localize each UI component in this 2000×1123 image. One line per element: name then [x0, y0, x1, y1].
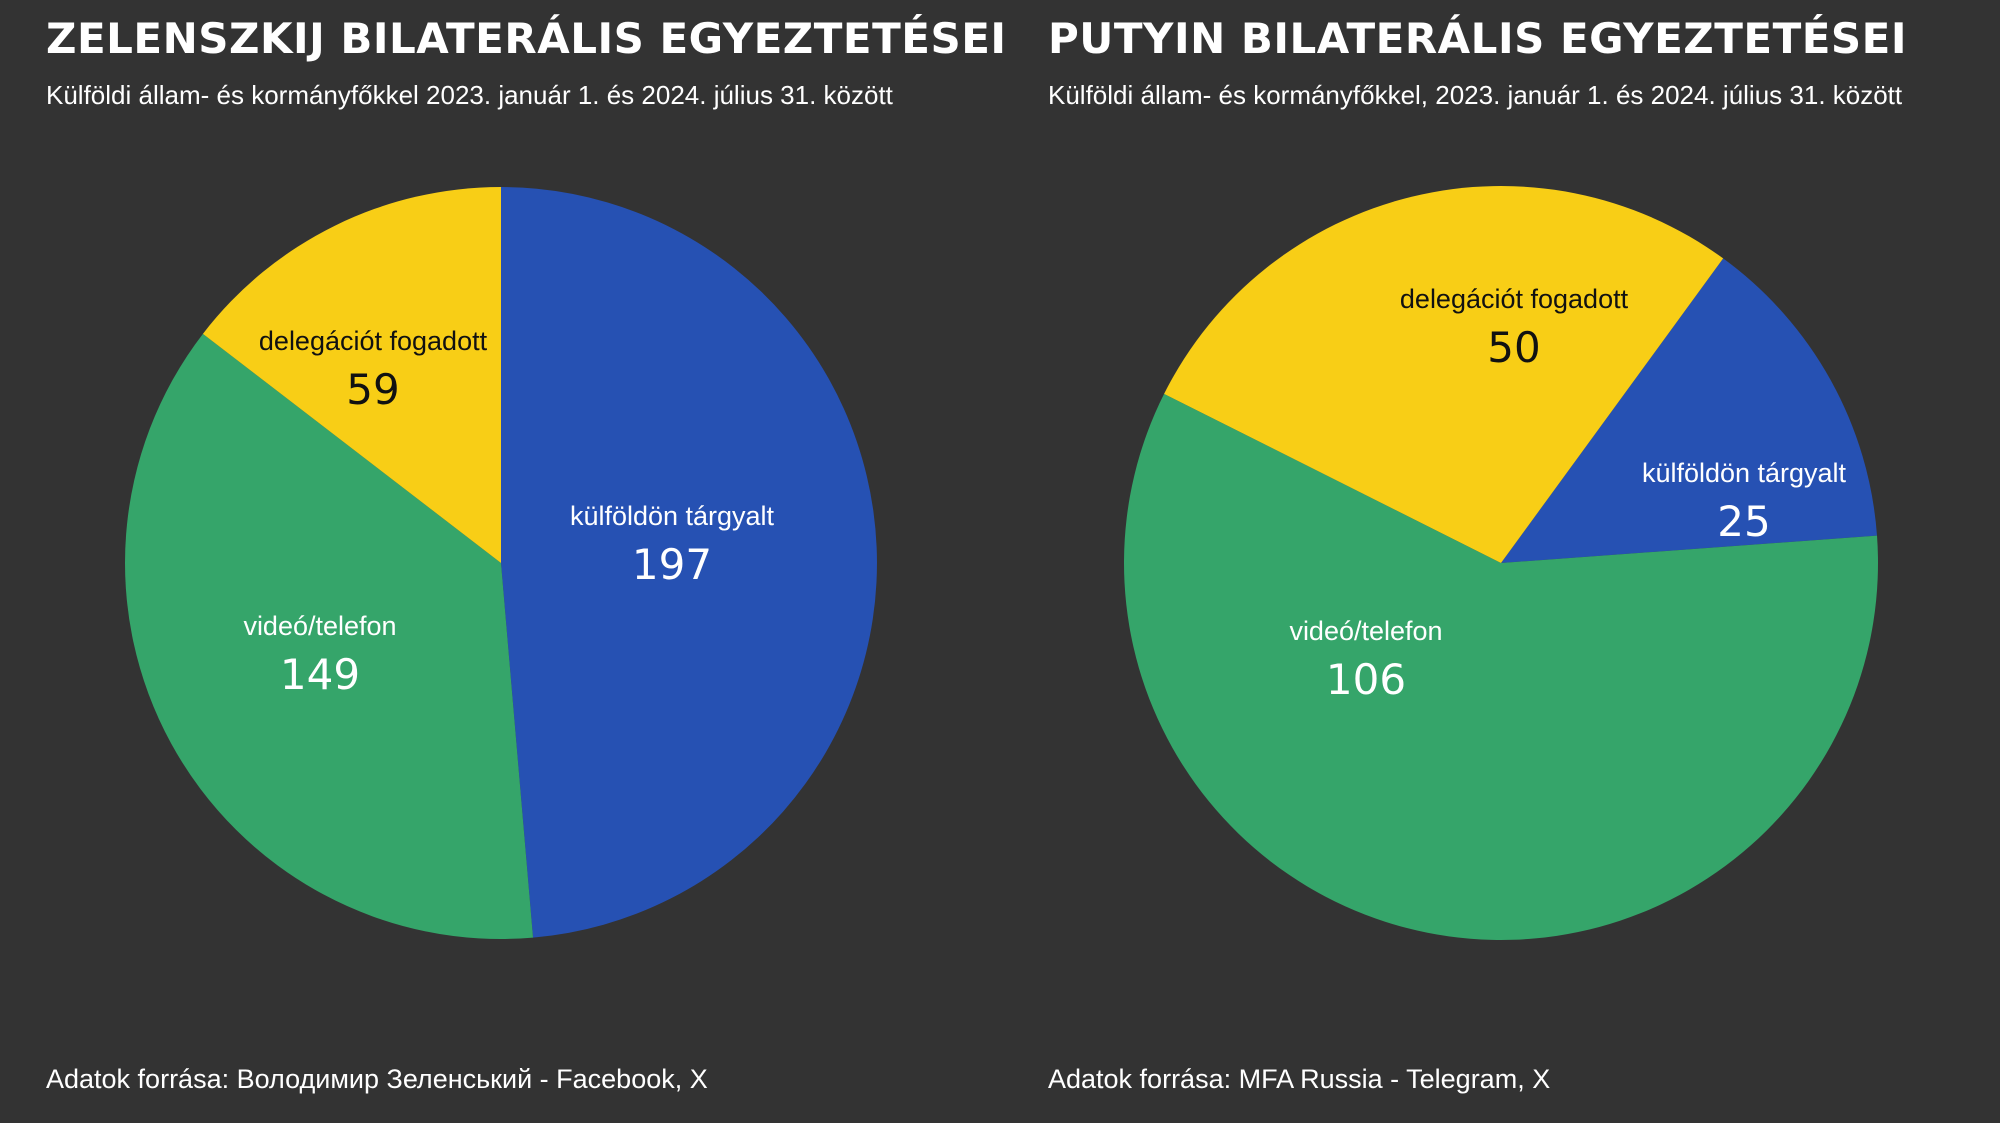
slice-value-kulfoldon-targyalt: 25 [1717, 497, 1770, 546]
slice-label-video-telefon: videó/telefon [1289, 616, 1442, 646]
pie-slice-video-telefon [1123, 393, 1878, 941]
putin-pie-chart: külföldön tárgyalt 25 videó/telefon 106 dele… [1123, 185, 1878, 941]
slice-value-delegaciot-fogadott: 59 [346, 365, 399, 414]
chart-title: PUTYIN BILATERÁLIS EGYEZTETÉSEI [1048, 14, 1907, 63]
pie-slice-delegaciot-fogadott [202, 187, 502, 563]
slice-value-video-telefon: 149 [280, 650, 360, 699]
putin-chart-panel: PUTYIN BILATERÁLIS EGYEZTETÉSEI Külföldi… [1000, 0, 2000, 1123]
pie-slice-delegaciot-fogadott [1164, 185, 1724, 563]
zelensky-chart-panel: ZELENSZKIJ BILATERÁLIS EGYEZTETÉSEI Külf… [46, 14, 1006, 1094]
slice-value-delegaciot-fogadott: 50 [1487, 323, 1540, 372]
chart-subtitle: Külföldi állam- és kormányfőkkel 2023. j… [46, 80, 893, 110]
slice-label-delegaciot-fogadott: delegációt fogadott [259, 326, 488, 356]
slice-label-kulfoldon-targyalt: külföldön tárgyalt [1642, 458, 1847, 488]
slice-label-kulfoldon-targyalt: külföldön tárgyalt [570, 501, 775, 531]
slice-label-delegaciot-fogadott: delegációt fogadott [1400, 284, 1629, 314]
chart-subtitle: Külföldi állam- és kormányfőkkel, 2023. … [1048, 80, 1903, 110]
chart-title: ZELENSZKIJ BILATERÁLIS EGYEZTETÉSEI [46, 14, 1007, 63]
slice-label-video-telefon: videó/telefon [243, 611, 396, 641]
slice-value-video-telefon: 106 [1326, 655, 1406, 704]
zelensky-pie-chart: külföldön tárgyalt 197 videó/telefon 149 del… [125, 187, 877, 939]
pie-slice-kulfoldon-targyalt [1501, 258, 1877, 563]
slice-value-kulfoldon-targyalt: 197 [632, 540, 712, 589]
pie-slice-video-telefon [125, 333, 534, 939]
data-source-note: Adatok forrása: MFA Russia - Telegram, X [1048, 1064, 1551, 1094]
pie-slice-kulfoldon-targyalt [501, 187, 877, 938]
data-source-note: Adatok forrása: Володимир Зеленський - F… [46, 1064, 708, 1094]
